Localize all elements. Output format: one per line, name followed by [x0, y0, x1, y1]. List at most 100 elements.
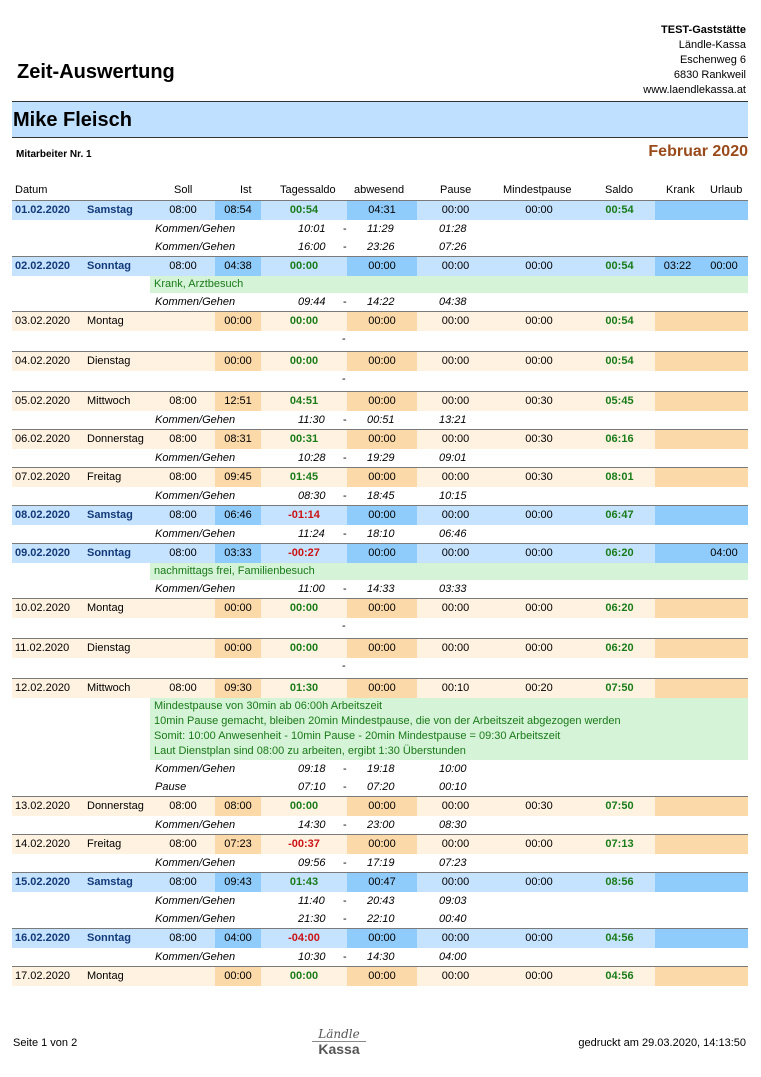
time-entry: Kommen/Gehen 21:30 22:10 00:40 -: [12, 910, 748, 928]
column-shade: [347, 201, 417, 220]
day-weekday: Sonntag: [87, 260, 131, 272]
cell-urlaub: [700, 639, 748, 658]
column-shade: [655, 967, 748, 986]
column-shade: [655, 797, 748, 816]
entry-from: 11:30: [298, 414, 325, 426]
cell-tagessaldo: 00:31: [289, 433, 319, 445]
column-shade: [215, 506, 261, 525]
cell-saldo: 06:20: [605, 642, 634, 654]
day-note: Krank, Arztbesuch: [150, 276, 748, 293]
cell-tagessaldo: 00:00: [289, 970, 319, 982]
cell-saldo: 07:50: [605, 800, 634, 812]
day-weekday: Montag: [87, 970, 124, 982]
cell-tagessaldo: -00:37: [288, 838, 320, 850]
cell-urlaub: [700, 352, 748, 371]
entry-label: Kommen/Gehen: [155, 583, 236, 595]
cell-krank: [655, 679, 700, 698]
column-header-abwesend: abwesend: [354, 184, 405, 196]
range-separator: -: [343, 895, 347, 907]
logo-text-bottom: Kassa: [312, 1041, 366, 1057]
column-shade: [655, 257, 748, 276]
day-weekday: Samstag: [87, 204, 133, 216]
entry-label: Kommen/Gehen: [155, 763, 236, 775]
cell-ist: 00:00: [224, 642, 252, 654]
cell-urlaub: [700, 506, 748, 525]
column-shade: [347, 506, 417, 525]
cell-krank: 03:22: [663, 260, 692, 272]
cell-pause: 00:00: [441, 970, 470, 982]
range-separator: -: [343, 241, 347, 253]
cell-soll: 08:00: [169, 395, 197, 407]
column-shade: [347, 544, 417, 563]
cell-urlaub: [700, 392, 748, 411]
range-separator: -: [343, 490, 347, 502]
column-shade: [347, 835, 417, 854]
entry-from: 11:24: [298, 528, 325, 540]
column-shade: [215, 835, 261, 854]
range-separator: -: [343, 763, 347, 775]
cell-saldo: 08:01: [605, 471, 634, 483]
entry-duration: 00:40: [439, 913, 467, 925]
cell-ist: 00:00: [224, 602, 252, 614]
cell-mindestpause: 00:00: [525, 547, 553, 559]
cell-soll: [160, 599, 206, 618]
cell-mindestpause: 00:00: [525, 260, 553, 272]
cell-tagessaldo: 00:00: [289, 602, 319, 614]
cell-krank: [655, 797, 700, 816]
entry-duration: 00:10: [439, 781, 467, 793]
cell-soll: 08:00: [169, 471, 197, 483]
cell-krank: [655, 392, 700, 411]
day-date: 16.02.2020: [15, 932, 71, 944]
range-separator: -: [342, 333, 346, 345]
cell-abwesend: 04:31: [368, 204, 396, 216]
column-header-urlaub: Urlaub: [710, 184, 743, 196]
column-shade: [215, 639, 261, 658]
entry-duration: 09:01: [439, 452, 467, 464]
entry-label: Kommen/Gehen: [155, 414, 236, 426]
entry-duration: 07:26: [439, 241, 467, 253]
day-date: 01.02.2020: [15, 204, 71, 216]
cell-soll: [160, 967, 206, 986]
range-separator: -: [343, 583, 347, 595]
cell-soll: 08:00: [169, 204, 197, 216]
note-line: Laut Dienstplan sind 08:00 zu arbeiten, …: [154, 745, 466, 757]
cell-krank: [655, 639, 700, 658]
cell-ist: 08:00: [224, 800, 252, 812]
cell-tagessaldo: -01:14: [288, 509, 320, 521]
cell-saldo: 06:47: [605, 509, 634, 521]
cell-ist: 12:51: [224, 395, 252, 407]
cell-soll: [160, 312, 206, 331]
company-website: www.laendlekassa.at: [643, 84, 746, 96]
day-weekday: Donnerstag: [87, 433, 144, 445]
range-separator: -: [342, 620, 346, 632]
cell-pause: 00:00: [441, 838, 470, 850]
entry-label: Kommen/Gehen: [155, 241, 236, 253]
column-shade: [215, 544, 261, 563]
entry-to: 00:51: [367, 414, 395, 426]
time-entry: Kommen/Gehen 10:30 14:30 04:00 -: [12, 948, 748, 966]
day-date: 09.02.2020: [15, 547, 71, 559]
range-separator: -: [343, 857, 347, 869]
cell-urlaub: [700, 967, 748, 986]
column-shade: [347, 679, 417, 698]
cell-krank: [655, 873, 700, 892]
cell-pause: 00:10: [441, 682, 470, 694]
cell-urlaub: [700, 430, 748, 449]
empty-entry: -: [12, 618, 748, 638]
cell-saldo: 06:20: [605, 547, 634, 559]
cell-abwesend: 00:00: [368, 800, 396, 812]
cell-ist: 00:00: [224, 970, 252, 982]
column-header-ist: Ist: [240, 184, 252, 196]
cell-krank: [655, 967, 700, 986]
column-shade: [215, 599, 261, 618]
cell-pause: 00:00: [441, 509, 470, 521]
range-separator: -: [343, 913, 347, 925]
cell-soll: 08:00: [169, 838, 197, 850]
column-header-tagessaldo: Tagessaldo: [280, 184, 336, 196]
time-table: 01.02.2020 Samstag 08:00 08:54 00:54 04:31 00:…: [12, 200, 748, 986]
cell-urlaub: [700, 929, 748, 948]
day-row: 08.02.2020 Samstag 08:00 06:46 -01:14 00:00 00…: [12, 505, 748, 525]
day-weekday: Freitag: [87, 471, 122, 483]
day-row: 14.02.2020 Freitag 08:00 07:23 -00:37 00:00 00…: [12, 834, 748, 854]
column-shade: [655, 929, 748, 948]
